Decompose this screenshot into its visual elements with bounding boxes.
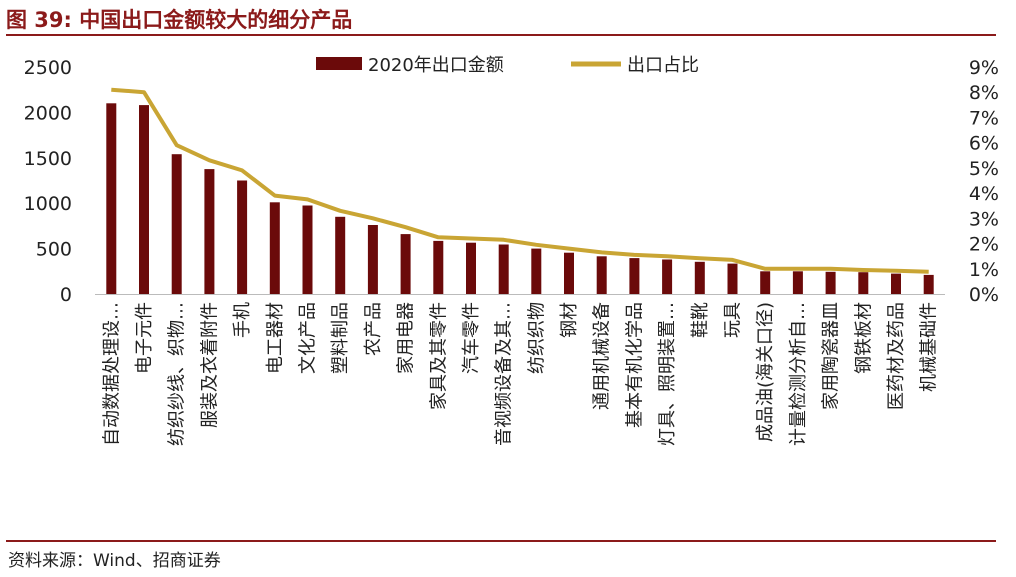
bar xyxy=(792,271,803,294)
bar xyxy=(498,244,509,294)
bar xyxy=(923,274,934,294)
left-tick-label: 2000 xyxy=(24,102,72,124)
bar xyxy=(171,154,182,294)
category-label: 汽车零件 xyxy=(461,302,482,374)
right-tick-label: 0% xyxy=(969,284,999,306)
category-label: 钢材 xyxy=(559,302,580,338)
left-tick-label: 500 xyxy=(36,239,72,261)
right-tick-label: 6% xyxy=(969,133,999,155)
bar xyxy=(204,169,215,294)
bar xyxy=(596,256,607,294)
legend-line-label: 出口占比 xyxy=(627,55,699,76)
bar xyxy=(335,216,346,294)
category-label: 基本有机化学品 xyxy=(624,302,645,428)
bar xyxy=(564,252,574,294)
category-label: 电子元件 xyxy=(134,302,155,374)
category-label: 自动数据处理设… xyxy=(101,302,122,446)
category-label: 计量检测分析自… xyxy=(788,302,809,446)
bar xyxy=(400,234,411,294)
legend: 2020年出口金额 出口占比 xyxy=(316,55,699,76)
category-label: 纺织织物 xyxy=(526,302,547,374)
bar xyxy=(367,225,378,294)
right-tick-label: 1% xyxy=(969,259,999,281)
category-label: 家具及其零件 xyxy=(428,302,449,410)
category-labels: 自动数据处理设… 电子元件 纺织纱线、织物… 服装及衣着附件 手机 电工器材 文化产品 塑料制… xyxy=(101,302,939,446)
top-rule xyxy=(6,34,996,36)
left-tick-label: 1500 xyxy=(24,148,72,170)
bar xyxy=(269,202,280,294)
bar xyxy=(466,242,476,294)
right-tick-label: 2% xyxy=(969,234,999,256)
bar xyxy=(760,271,771,294)
bar xyxy=(106,103,117,294)
bar xyxy=(858,272,869,294)
category-label: 玩具 xyxy=(723,302,744,338)
right-tick-label: 3% xyxy=(969,208,999,230)
category-label: 通用机械设备 xyxy=(592,302,613,410)
bar xyxy=(531,248,542,294)
category-label: 鞋靴 xyxy=(690,302,711,338)
category-label: 家用陶瓷器皿 xyxy=(821,302,842,410)
right-tick-label: 8% xyxy=(969,82,999,104)
bar xyxy=(891,273,901,294)
left-tick-label: 0 xyxy=(60,284,72,306)
right-tick-label: 7% xyxy=(969,107,999,129)
bar xyxy=(139,105,149,294)
bar xyxy=(629,258,640,294)
category-label: 成品油(海关口径) xyxy=(755,302,776,442)
bottom-rule xyxy=(6,540,996,542)
category-label: 音视频设备及其… xyxy=(494,302,515,446)
axes: 0 500 1000 1500 2000 2500 0% 1% 2% 3% 4% 5% 6% 7% 8% 9% xyxy=(24,57,999,306)
left-tick-label: 2500 xyxy=(24,57,72,79)
line-series xyxy=(111,87,929,274)
category-label: 农产品 xyxy=(363,302,384,356)
category-label: 塑料制品 xyxy=(330,302,351,374)
bar-series xyxy=(106,103,934,294)
bar xyxy=(302,205,313,294)
left-tick-label: 1000 xyxy=(24,193,72,215)
bar xyxy=(237,180,248,294)
bar xyxy=(662,259,673,294)
category-label: 服装及衣着附件 xyxy=(199,302,220,428)
category-label: 纺织纱线、织物… xyxy=(167,302,188,446)
bar xyxy=(694,261,705,294)
category-label: 机械基础件 xyxy=(919,302,940,392)
right-tick-label: 9% xyxy=(969,57,999,79)
category-label: 电工器材 xyxy=(265,302,286,374)
bar xyxy=(727,263,738,294)
legend-bar-swatch xyxy=(316,57,362,70)
category-label: 医药材及药品 xyxy=(886,302,907,410)
category-label: 家用电器 xyxy=(396,302,417,374)
bar xyxy=(433,240,444,294)
right-tick-label: 4% xyxy=(969,183,999,205)
figure-title: 图 39: 中国出口金额较大的细分产品 xyxy=(6,8,353,32)
category-label: 文化产品 xyxy=(298,302,319,374)
right-tick-label: 5% xyxy=(969,158,999,180)
category-label: 灯具、照明装置… xyxy=(657,302,678,446)
category-label: 钢铁板材 xyxy=(853,302,874,374)
source-note: 资料来源：Wind、招商证券 xyxy=(8,551,221,571)
bar xyxy=(825,271,836,294)
legend-bar-label: 2020年出口金额 xyxy=(368,55,504,76)
share-line xyxy=(111,87,929,274)
category-label: 手机 xyxy=(232,302,253,338)
